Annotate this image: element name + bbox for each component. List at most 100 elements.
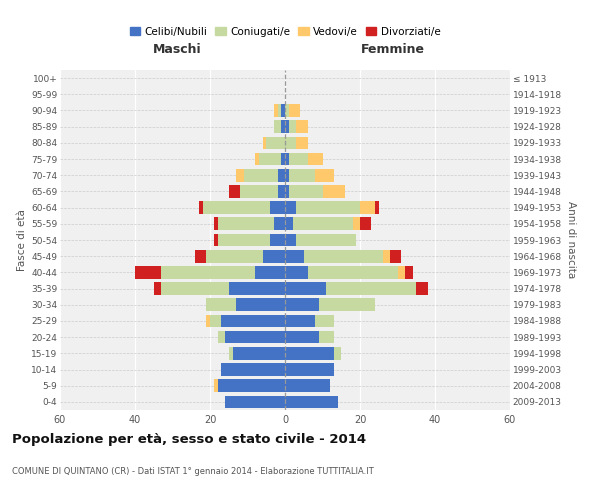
Bar bbox=[285, 282, 326, 295]
Bar bbox=[161, 282, 229, 295]
Bar bbox=[206, 314, 210, 328]
Bar bbox=[240, 185, 277, 198]
Bar bbox=[289, 169, 315, 181]
Bar bbox=[229, 282, 285, 295]
Bar bbox=[405, 266, 413, 278]
Bar bbox=[285, 396, 337, 408]
Bar bbox=[285, 120, 289, 133]
Text: Popolazione per età, sesso e stato civile - 2014: Popolazione per età, sesso e stato civil… bbox=[12, 432, 366, 446]
Bar bbox=[277, 104, 281, 117]
Bar bbox=[390, 250, 401, 262]
Bar bbox=[285, 347, 334, 360]
Bar bbox=[270, 234, 285, 246]
Bar bbox=[218, 331, 225, 344]
Bar bbox=[296, 120, 308, 133]
Bar bbox=[255, 266, 285, 278]
Bar bbox=[315, 314, 334, 328]
Bar bbox=[285, 136, 296, 149]
Bar bbox=[323, 185, 345, 198]
Bar bbox=[221, 363, 285, 376]
Bar bbox=[289, 120, 296, 133]
Bar bbox=[285, 152, 289, 166]
Bar bbox=[281, 120, 285, 133]
Bar bbox=[214, 218, 218, 230]
Bar bbox=[281, 104, 285, 117]
Bar bbox=[285, 250, 304, 262]
Bar bbox=[210, 314, 221, 328]
Bar bbox=[270, 202, 285, 214]
Bar bbox=[214, 234, 218, 246]
Bar bbox=[285, 218, 293, 230]
Y-axis label: Fasce di età: Fasce di età bbox=[17, 209, 27, 271]
Bar bbox=[285, 185, 289, 198]
Bar bbox=[304, 250, 383, 262]
Bar bbox=[259, 152, 281, 166]
Bar bbox=[233, 347, 285, 360]
Bar bbox=[206, 298, 236, 311]
Text: COMUNE DI QUINTANO (CR) - Dati ISTAT 1° gennaio 2014 - Elaborazione TUTTITALIA.I: COMUNE DI QUINTANO (CR) - Dati ISTAT 1° … bbox=[12, 468, 374, 476]
Bar bbox=[206, 250, 263, 262]
Bar bbox=[416, 282, 427, 295]
Bar bbox=[285, 314, 315, 328]
Bar bbox=[289, 152, 308, 166]
Text: Femmine: Femmine bbox=[361, 44, 425, 57]
Bar bbox=[199, 202, 203, 214]
Bar bbox=[293, 218, 353, 230]
Bar bbox=[285, 363, 334, 376]
Bar bbox=[360, 218, 371, 230]
Bar bbox=[225, 396, 285, 408]
Bar bbox=[221, 314, 285, 328]
Bar bbox=[375, 202, 379, 214]
Text: Maschi: Maschi bbox=[152, 44, 202, 57]
Bar bbox=[255, 152, 259, 166]
Bar bbox=[289, 185, 323, 198]
Bar bbox=[135, 266, 161, 278]
Bar bbox=[319, 331, 334, 344]
Bar bbox=[308, 266, 398, 278]
Bar bbox=[236, 169, 244, 181]
Bar bbox=[154, 282, 161, 295]
Bar bbox=[274, 104, 277, 117]
Bar bbox=[296, 234, 356, 246]
Bar bbox=[353, 218, 360, 230]
Bar bbox=[360, 202, 375, 214]
Bar bbox=[263, 250, 285, 262]
Y-axis label: Anni di nascita: Anni di nascita bbox=[566, 202, 576, 278]
Bar bbox=[383, 250, 390, 262]
Legend: Celibi/Nubili, Coniugati/e, Vedovi/e, Divorziati/e: Celibi/Nubili, Coniugati/e, Vedovi/e, Di… bbox=[125, 22, 445, 41]
Bar bbox=[296, 202, 360, 214]
Bar bbox=[308, 152, 323, 166]
Bar bbox=[319, 298, 375, 311]
Bar bbox=[398, 266, 405, 278]
Bar bbox=[285, 298, 319, 311]
Bar bbox=[285, 266, 308, 278]
Bar bbox=[203, 202, 270, 214]
Bar bbox=[326, 282, 416, 295]
Bar bbox=[218, 218, 274, 230]
Bar bbox=[285, 331, 319, 344]
Bar bbox=[263, 136, 266, 149]
Bar bbox=[244, 169, 277, 181]
Bar bbox=[214, 380, 218, 392]
Bar bbox=[225, 331, 285, 344]
Bar bbox=[285, 380, 330, 392]
Bar bbox=[195, 250, 206, 262]
Bar bbox=[289, 104, 300, 117]
Bar bbox=[218, 234, 270, 246]
Bar bbox=[315, 169, 334, 181]
Bar bbox=[277, 169, 285, 181]
Bar bbox=[236, 298, 285, 311]
Bar bbox=[285, 104, 289, 117]
Bar bbox=[161, 266, 255, 278]
Bar bbox=[229, 347, 233, 360]
Bar bbox=[281, 152, 285, 166]
Bar bbox=[277, 185, 285, 198]
Bar bbox=[274, 218, 285, 230]
Bar bbox=[229, 185, 240, 198]
Bar bbox=[218, 380, 285, 392]
Bar bbox=[285, 169, 289, 181]
Bar bbox=[334, 347, 341, 360]
Bar bbox=[296, 136, 308, 149]
Bar bbox=[274, 120, 281, 133]
Bar bbox=[266, 136, 285, 149]
